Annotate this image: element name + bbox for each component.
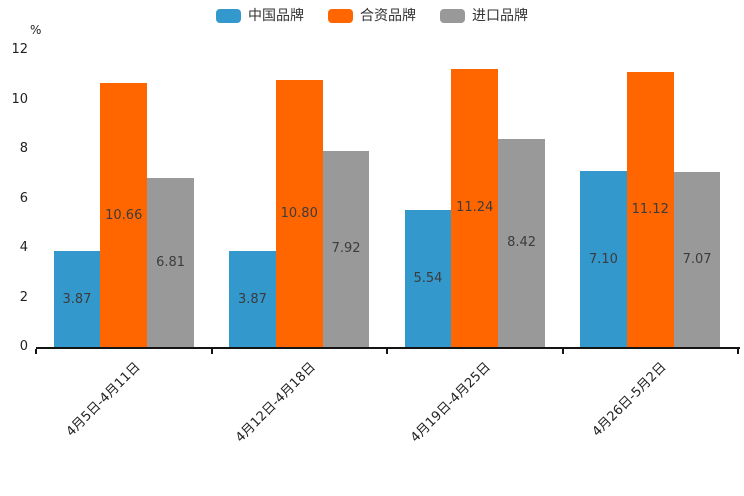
y-tick-label: 0 <box>19 339 28 354</box>
bar-value-label: 3.87 <box>62 291 92 307</box>
legend-item-2[interactable]: 进口品牌 <box>440 8 528 24</box>
bar-value-label: 8.42 <box>507 235 537 251</box>
x-tick-mark <box>35 349 37 354</box>
x-tick-mark <box>210 349 213 354</box>
legend-label: 中国品牌 <box>248 8 304 24</box>
bar-value-label: 7.07 <box>682 252 712 267</box>
legend-swatch-icon <box>216 9 241 23</box>
legend: 中国品牌 合资品牌 进口品牌 <box>0 8 744 24</box>
bar-value-label: 11.24 <box>456 200 494 216</box>
bar-value-label: 6.81 <box>156 255 186 271</box>
legend-item-1[interactable]: 合资品牌 <box>328 8 416 24</box>
y-axis-unit-label: % <box>30 23 42 37</box>
x-tick-mark <box>737 349 739 354</box>
legend-item-0[interactable]: 中国品牌 <box>216 8 304 24</box>
bar: 7.10 <box>580 171 627 347</box>
bar: 7.07 <box>673 172 721 347</box>
y-tick-label: 4 <box>19 240 28 255</box>
x-tick-label: 4月26日-5月2日 <box>589 359 670 440</box>
y-tick-label: 12 <box>11 42 28 57</box>
x-tick-label: 4月12日-4月18日 <box>232 359 319 446</box>
bar-value-label: 7.92 <box>331 241 361 257</box>
bar-value-label: 11.12 <box>631 201 669 217</box>
x-tick-mark <box>561 349 564 354</box>
y-tick-label: 6 <box>19 190 28 206</box>
legend-label: 进口品牌 <box>472 8 528 24</box>
y-tick-label: 2 <box>19 289 28 305</box>
bar: 7.92 <box>322 150 370 347</box>
x-axis-line <box>36 347 740 349</box>
legend-swatch-icon <box>328 9 353 23</box>
bar: 3.87 <box>229 251 276 347</box>
y-tick-label: 10 <box>11 91 28 107</box>
bar: 8.42 <box>498 138 545 347</box>
x-tick-label: 4月19日-4月25日 <box>408 359 495 446</box>
bar-value-label: 10.66 <box>105 207 143 223</box>
bar-value-label: 10.80 <box>280 205 318 221</box>
bar-value-label: 5.54 <box>413 270 443 286</box>
legend-label: 合资品牌 <box>360 8 416 24</box>
x-tick-mark <box>386 349 388 354</box>
x-tick-label: 4月5日-4月11日 <box>63 359 144 440</box>
bar-value-label: 3.87 <box>237 291 267 307</box>
bar: 11.12 <box>626 71 674 347</box>
bar: 10.80 <box>275 79 323 347</box>
bar: 3.87 <box>53 251 101 347</box>
bar: 10.66 <box>100 83 148 347</box>
bar: 6.81 <box>147 178 194 347</box>
bar: 5.54 <box>404 209 452 347</box>
legend-swatch-icon <box>440 9 465 23</box>
bar: 11.24 <box>451 68 499 347</box>
bar-value-label: 7.10 <box>588 251 618 267</box>
y-tick-label: 8 <box>19 141 28 156</box>
